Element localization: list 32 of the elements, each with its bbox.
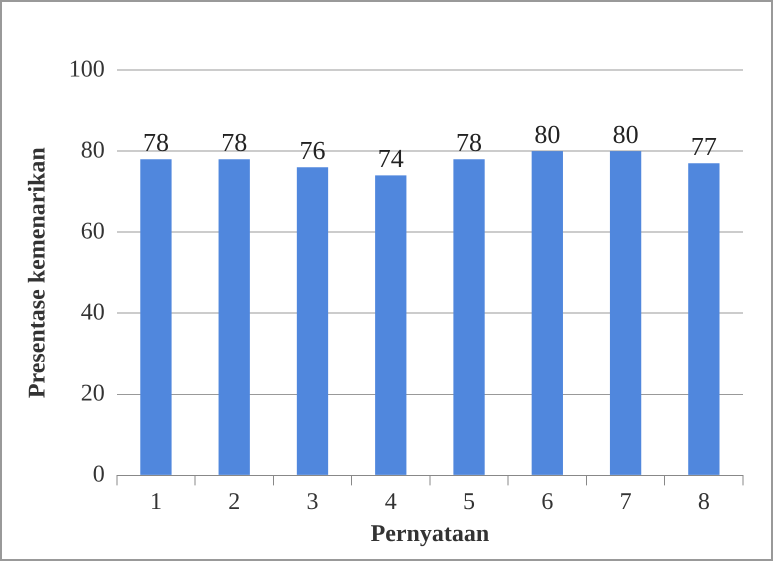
data-label: 78 (456, 128, 482, 158)
y-tick-label: 80 (80, 137, 105, 164)
data-label: 77 (690, 132, 717, 162)
x-tick-label: 3 (306, 489, 318, 516)
bar (218, 159, 250, 475)
bar (532, 151, 563, 475)
data-label: 74 (378, 144, 404, 174)
y-tick-label: 100 (68, 56, 105, 82)
bar (296, 167, 328, 475)
data-label: 78 (142, 128, 169, 158)
data-label: 80 (612, 120, 639, 149)
data-label: 80 (534, 120, 560, 149)
bar (688, 163, 720, 475)
y-tick-label: 0 (92, 462, 105, 488)
x-tick-label: 2 (228, 489, 240, 516)
x-tick-label: 5 (463, 489, 476, 516)
x-axis-title: Pernyataan (370, 520, 490, 547)
bar (140, 159, 172, 475)
bar (453, 159, 485, 475)
y-axis-title: Presentase kemenarikan (24, 147, 51, 398)
data-label: 78 (221, 128, 248, 158)
y-tick-label: 20 (80, 380, 105, 407)
y-tick-label: 60 (80, 218, 105, 244)
bar (610, 151, 642, 475)
y-tick-label: 40 (80, 300, 105, 326)
data-label: 76 (299, 136, 326, 166)
x-tick-label: 4 (384, 489, 397, 516)
x-tick-label: 6 (541, 489, 554, 516)
x-tick-label: 8 (698, 489, 710, 516)
bar (375, 175, 406, 475)
x-tick-label: 7 (620, 489, 632, 516)
x-tick-label: 1 (150, 489, 162, 516)
